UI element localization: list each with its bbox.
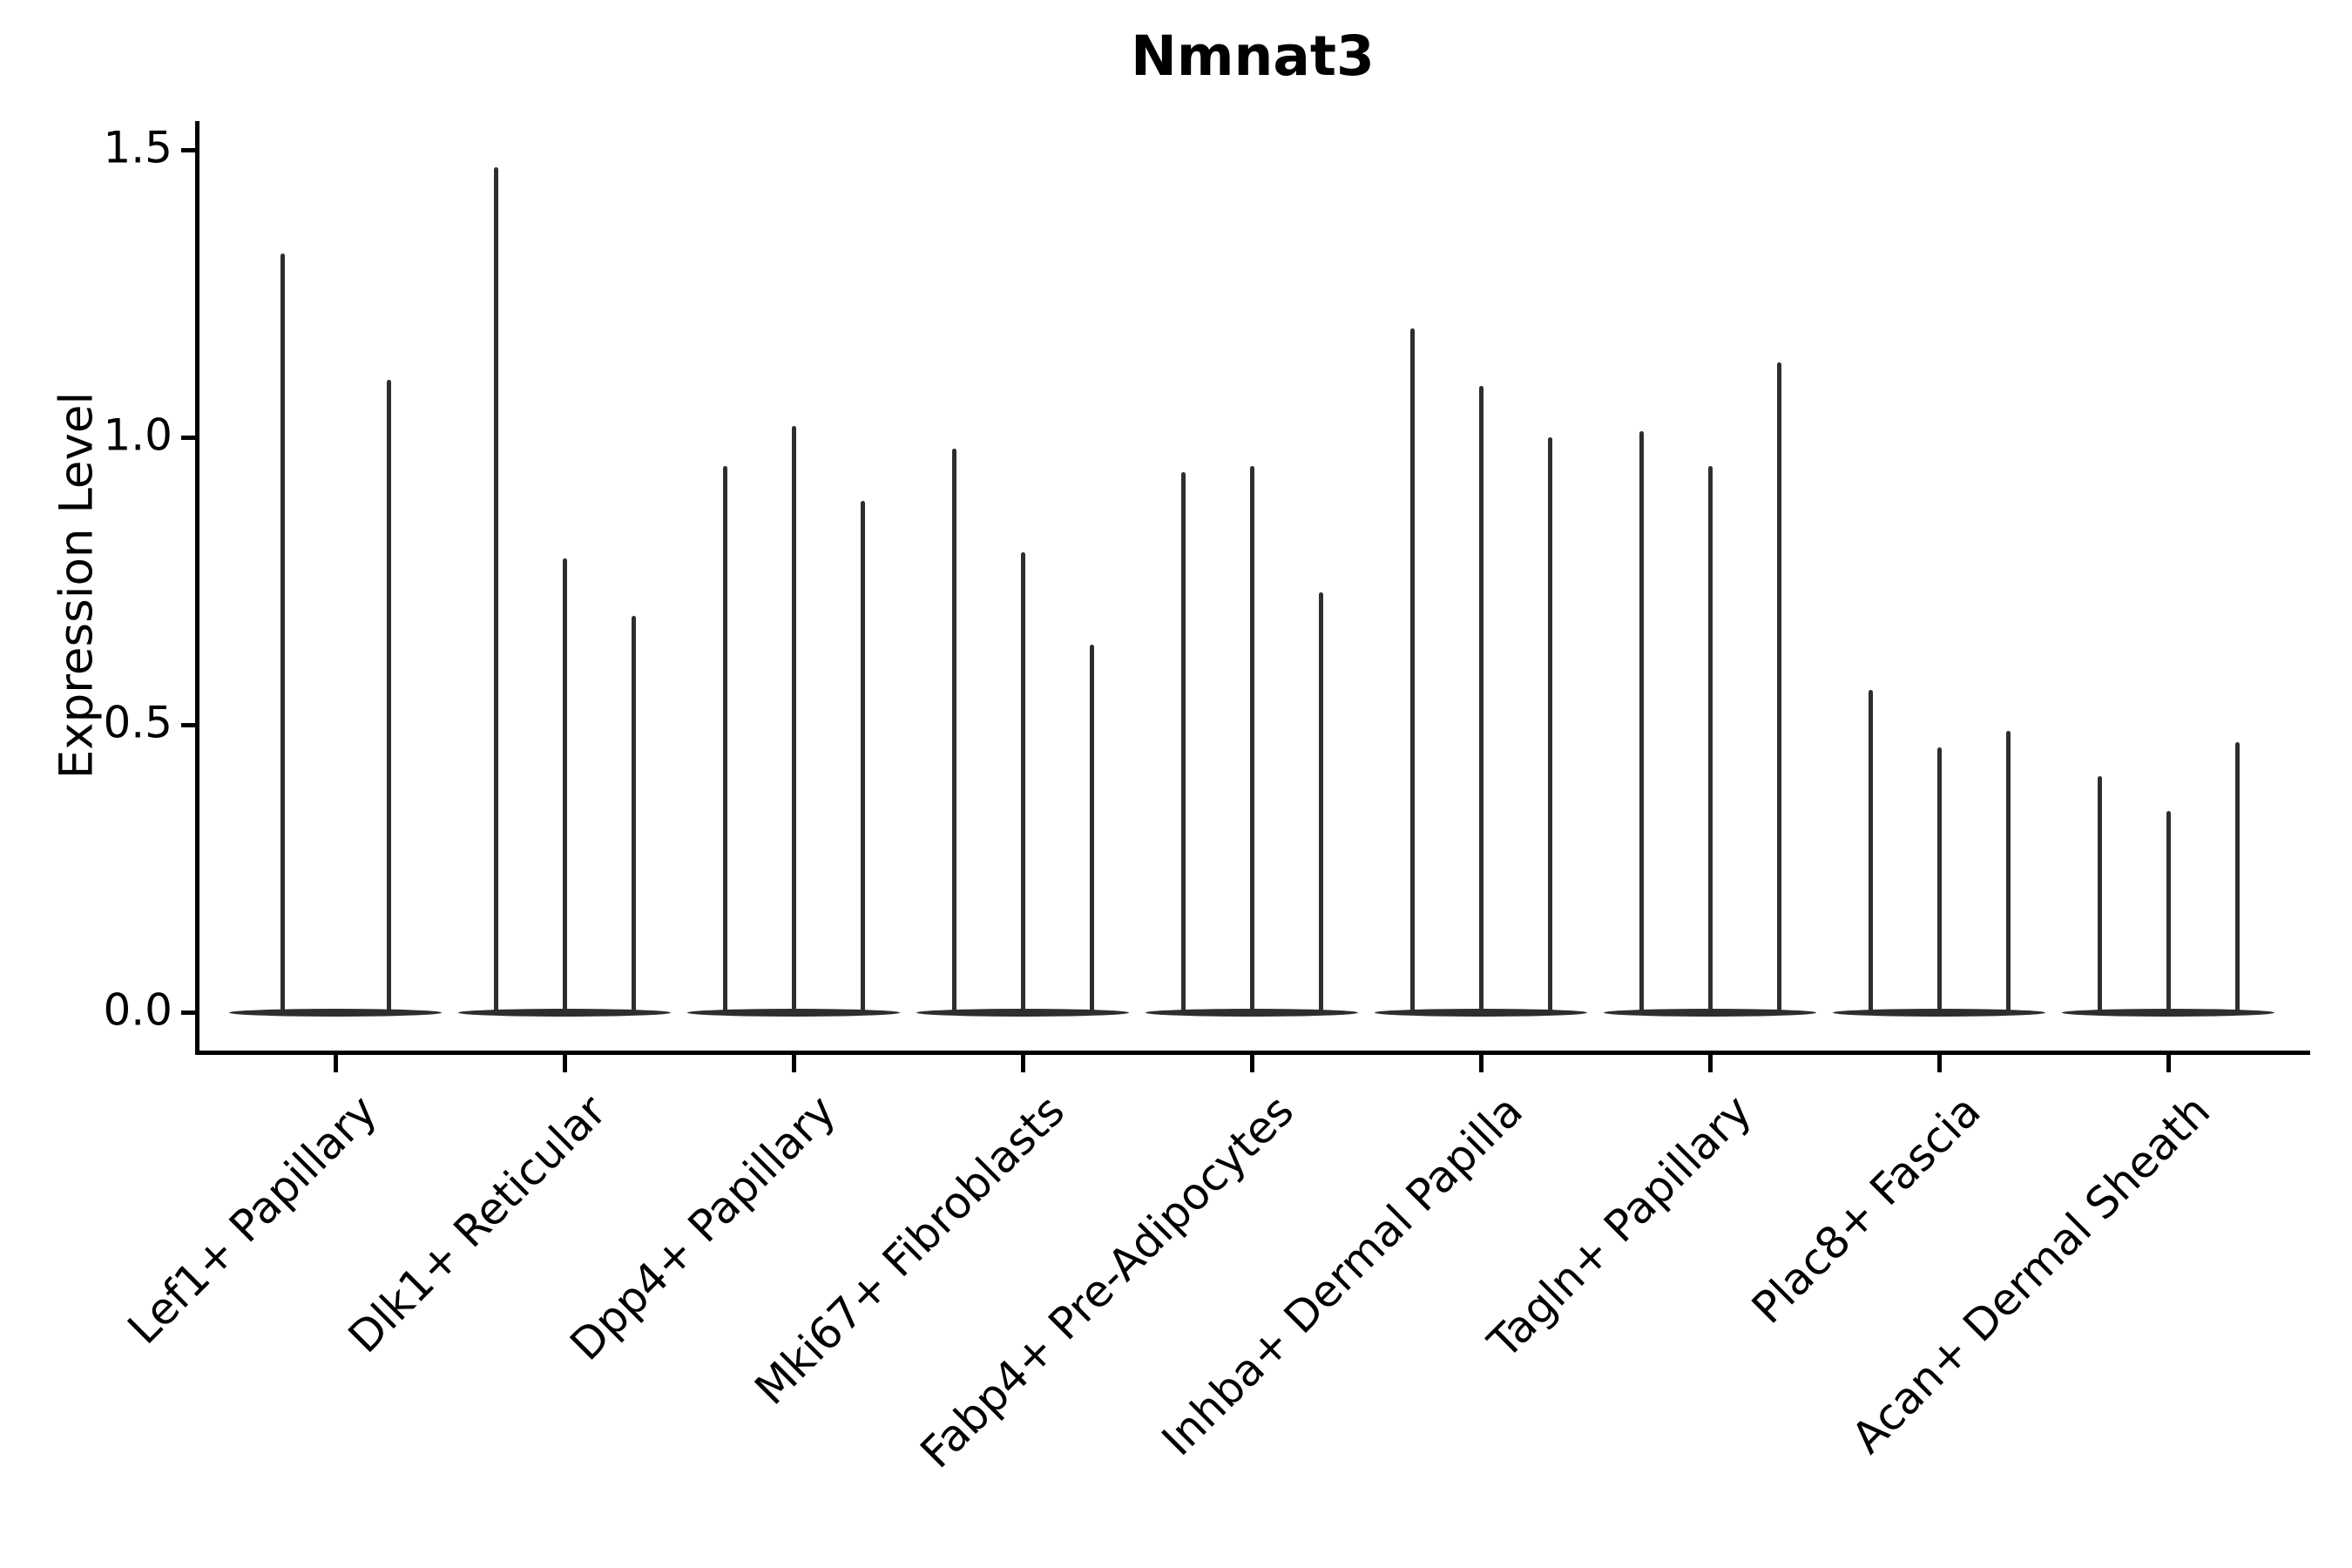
y-tick-mark [181,148,195,152]
x-tick-mark [1250,1055,1254,1072]
violin-spike [1409,328,1415,1014]
violin-spike [280,253,285,1014]
y-tick-label: 0.5 [103,697,172,748]
violin-spike [1547,437,1552,1014]
violin-zero-density [229,1008,442,1017]
violin-spike [493,166,498,1014]
x-tick-mark [2166,1055,2171,1072]
x-axis-category-label: Plac8+ Fascia [1742,1085,1991,1334]
violin-spike [1478,385,1484,1014]
violin-spike [1936,747,1942,1014]
violin-spike [2005,730,2011,1014]
violin-spike [1707,466,1713,1014]
y-tick-label: 1.0 [103,409,172,461]
y-tick-mark [181,723,195,727]
y-axis-spine [195,121,199,1055]
y-tick-mark [181,1010,195,1015]
violin-spike [2234,741,2240,1014]
x-tick-mark [334,1055,338,1072]
y-tick-mark [181,436,195,440]
violin-spike [1639,431,1644,1014]
x-axis-category-label: Lef1+ Papillary [118,1085,388,1355]
y-tick-label: 1.5 [103,122,172,173]
violin-spike [1180,471,1186,1014]
x-axis-spine [195,1051,2310,1055]
violin-spike [1249,466,1254,1014]
x-tick-mark [1937,1055,1942,1072]
violin-spike [791,425,796,1014]
violin-spike [631,615,636,1014]
violin-spike [860,500,865,1014]
y-axis-label: Expression Level [50,391,104,780]
violin-spike [1089,644,1094,1014]
x-axis-category-label: Fabp4+ Pre-Adipocytes [910,1085,1304,1478]
x-tick-mark [1021,1055,1025,1072]
violin-spike [951,449,956,1014]
violin-spike [1776,362,1781,1014]
violin-spike [1868,690,1873,1014]
violin-spike [1020,552,1025,1014]
x-tick-mark [1479,1055,1484,1072]
y-tick-label: 0.0 [103,984,172,1036]
violin-spike [1318,592,1323,1014]
violin-spike [2097,776,2102,1014]
violin-spike [2166,811,2171,1014]
x-tick-mark [563,1055,567,1072]
chart-title: Nmnat3 [1131,24,1375,88]
violin-spike [562,558,567,1014]
x-tick-mark [792,1055,796,1072]
violin-spike [722,466,727,1014]
violin-spike [386,380,391,1014]
x-tick-mark [1708,1055,1713,1072]
